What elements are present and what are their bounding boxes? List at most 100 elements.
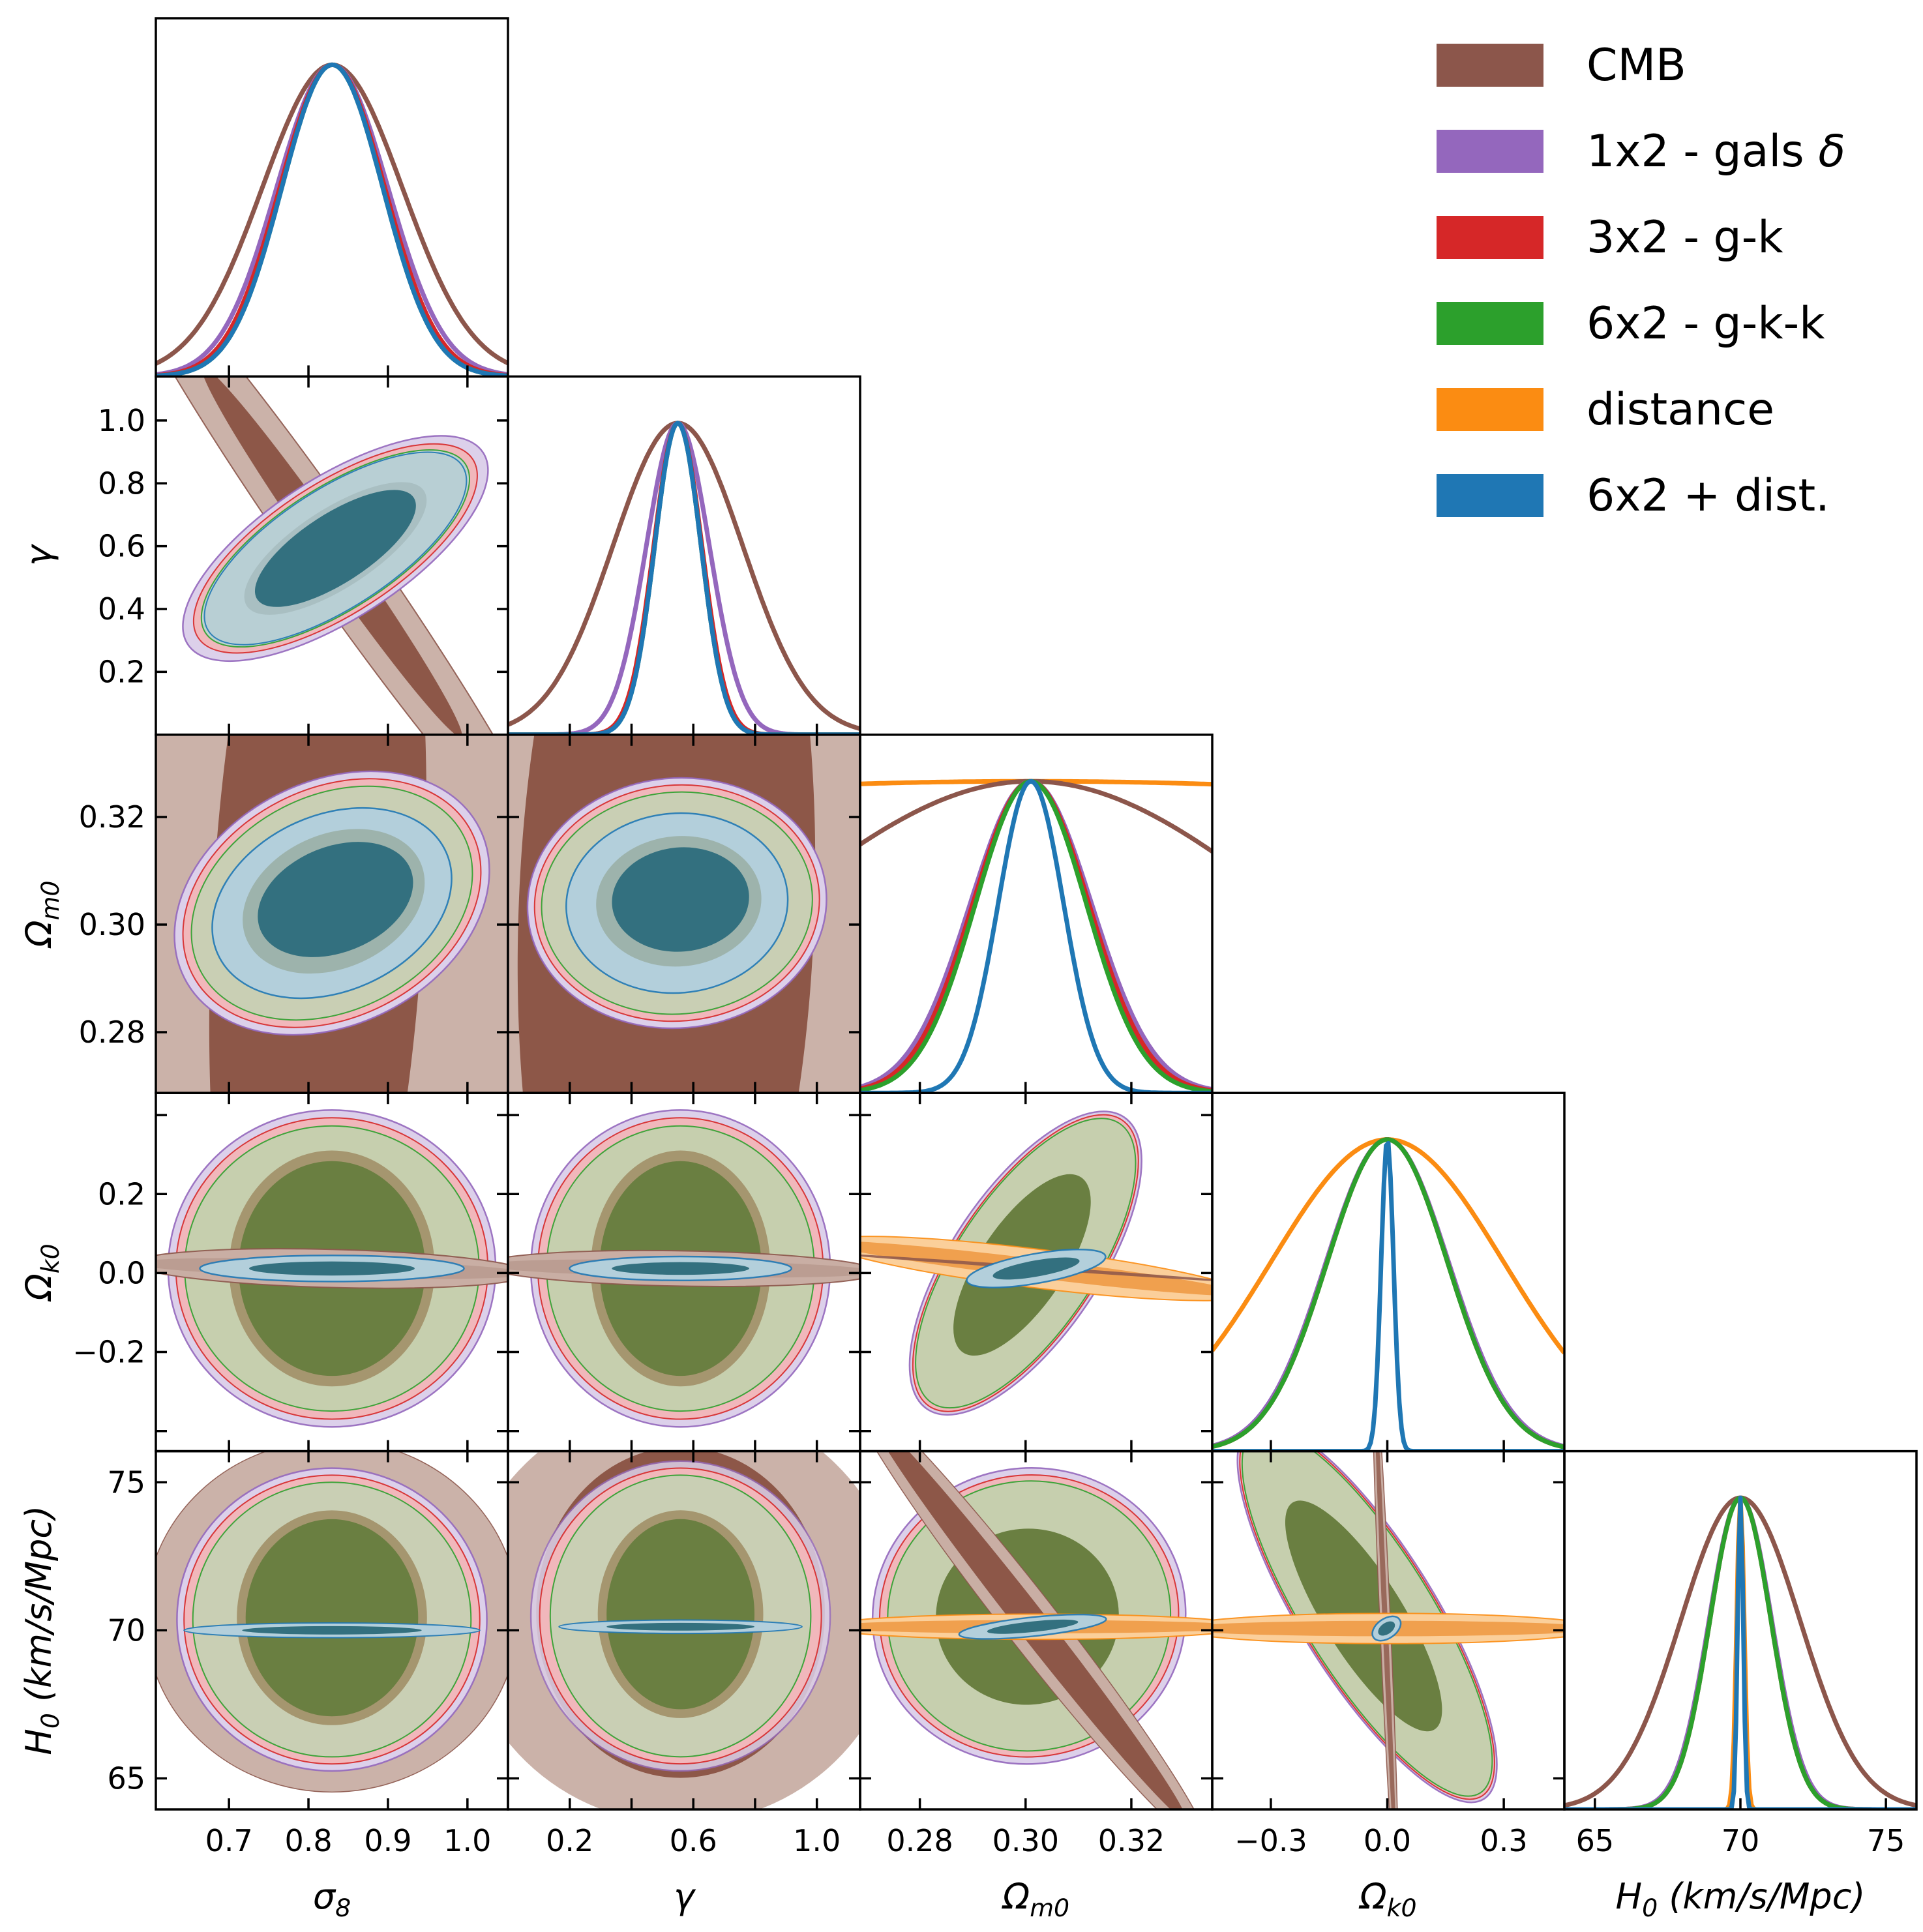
x-tick-label: 0.32 [1098, 1823, 1165, 1858]
6x2dist-density-curve [1213, 1140, 1564, 1451]
axis-title: Ωm0 [1002, 1876, 1069, 1922]
y-tick-label: 1.0 [98, 403, 145, 438]
6x2dist-contour-1sigma [606, 1622, 754, 1631]
panel-border [507, 375, 861, 736]
legend-item: CMB [1437, 40, 1686, 91]
6x2dist-contour-1sigma [258, 842, 413, 957]
6x2dist-contour-1sigma [612, 847, 749, 952]
panel-sigma8-hist [155, 17, 509, 378]
x-tick-label: 0.2 [546, 1823, 593, 1858]
panel-H0-vs-Ok0-content [1213, 1451, 1564, 1809]
6x2dist-density-curve [509, 421, 859, 734]
panel-Ok0-vs-gamma [507, 1092, 861, 1453]
6x2dist-density-curve [157, 62, 507, 376]
6x2dist-contour-1sigma [612, 1262, 749, 1275]
legend-label-cmb: CMB [1587, 40, 1686, 91]
y-tick-label: 0.2 [98, 1176, 145, 1211]
axis-title: γ [18, 543, 59, 566]
axis-title: Ωk0 [1358, 1876, 1416, 1922]
legend-swatch-cmb [1437, 44, 1543, 87]
panel-H0-vs-sigma8-content [157, 1451, 507, 1792]
x-tick-label: 1.0 [793, 1823, 841, 1858]
panel-gamma-vs-sigma8 [155, 375, 509, 736]
y-tick-label: 0.6 [98, 529, 145, 564]
panel-Ok0-vs-Om0-content [861, 1110, 1212, 1416]
6x2-density-curve [1213, 1137, 1564, 1449]
x-tick-label: 0.0 [1364, 1823, 1411, 1858]
x-tick-label: −0.3 [1234, 1823, 1307, 1858]
panel-Ok0-vs-gamma-content [509, 1109, 859, 1428]
panel-H0-vs-Ok0 [1211, 1449, 1566, 1811]
panel-Om0-vs-gamma [507, 734, 861, 1094]
y-tick-label: 0.0 [98, 1256, 145, 1291]
panel-Om0-vs-gamma-content [509, 735, 859, 1093]
panel-Om0-hist-content [861, 779, 1212, 1093]
panel-border [1563, 1449, 1918, 1811]
axis-title: H0 (km/s/Mpc) [18, 1506, 65, 1755]
axis-title: H0 (km/s/Mpc) [1616, 1876, 1866, 1922]
y-tick-label: 0.8 [98, 466, 145, 501]
y-tick-label: 0.28 [79, 1015, 145, 1050]
6x2-contour-1sigma [606, 1519, 754, 1710]
x-tick-label: 0.6 [670, 1823, 717, 1858]
axis-title: σ8 [313, 1876, 351, 1922]
panel-gamma-vs-sigma8-content [157, 377, 507, 734]
y-tick-label: 75 [107, 1464, 145, 1500]
y-tick-label: 0.30 [79, 907, 145, 942]
legend-label-6x2dist: 6x2 + dist. [1587, 470, 1830, 522]
6x2dist-contour-1sigma [1378, 1621, 1395, 1636]
y-tick-label: 0.32 [79, 799, 145, 835]
panel-H0-vs-sigma8 [155, 1449, 509, 1811]
6x2dist-density-curve [1565, 1495, 1916, 1809]
panel-Ok0-vs-sigma8 [155, 1092, 509, 1453]
panel-Ok0-hist [1211, 1092, 1566, 1453]
legend-item: 3x2 - g-k [1437, 212, 1783, 263]
x-tick-label: 0.9 [364, 1823, 411, 1858]
y-tick-label: 70 [107, 1612, 145, 1648]
axis-title: Ωm0 [18, 880, 65, 948]
panel-border [1211, 1092, 1566, 1453]
panel-border [859, 734, 1214, 1094]
legend-swatch-1x2 [1437, 130, 1543, 173]
legend-label-3x2: 3x2 - g-k [1587, 212, 1783, 263]
panel-Om0-vs-sigma8 [155, 734, 509, 1094]
legend-label-6x2: 6x2 - g-k-k [1587, 298, 1825, 349]
panel-H0-vs-Om0-content [861, 1451, 1212, 1809]
cmb-density-curve [509, 421, 859, 731]
panel-H0-vs-Om0 [859, 1449, 1214, 1811]
axis-labels: 0.7 0.8 0.9 1.0 σ8 0.2 0.6 1.0 γ 0.28 0.30 0.32 Ωm0 −… [18, 403, 1905, 1922]
panel-H0-hist-content [1565, 1495, 1916, 1809]
panel-H0-hist [1563, 1449, 1918, 1811]
legend-item: distance [1437, 384, 1774, 436]
x-tick-label: 0.30 [992, 1823, 1059, 1858]
legend: CMB 1x2 - gals δ 3x2 - g-k 6x2 - g-k-k dista… [1437, 40, 1845, 522]
x-tick-label: 1.0 [443, 1823, 491, 1858]
panel-Om0-hist [859, 734, 1214, 1094]
panel-H0-vs-gamma [507, 1449, 861, 1811]
x-tick-label: 75 [1867, 1823, 1905, 1858]
6x2-contour-1sigma [245, 1519, 419, 1717]
panel-H0-vs-gamma-content [509, 1451, 859, 1809]
axis-title: γ [674, 1876, 696, 1917]
x-tick-label: 65 [1576, 1823, 1615, 1858]
y-tick-label: 0.2 [98, 655, 145, 690]
legend-item: 1x2 - gals δ [1437, 126, 1845, 177]
panel-sigma8-hist-content [157, 62, 507, 376]
panel-border [155, 17, 509, 378]
panel-Ok0-vs-sigma8-content [157, 1109, 507, 1428]
legend-swatch-distance [1437, 388, 1543, 431]
panel-gamma-hist-content [509, 421, 859, 734]
6x2dist-contour-1sigma [992, 1257, 1080, 1280]
legend-swatch-3x2 [1437, 216, 1543, 259]
legend-label-1x2: 1x2 - gals δ [1587, 126, 1845, 177]
legend-swatch-6x2 [1437, 302, 1543, 345]
x-tick-label: 0.3 [1480, 1823, 1528, 1858]
y-tick-label: −0.2 [72, 1335, 145, 1370]
6x2dist-contour-1sigma [254, 490, 416, 607]
panel-Om0-vs-sigma8-content [157, 735, 507, 1093]
6x2dist-contour-1sigma [242, 1626, 422, 1635]
x-tick-label: 0.7 [205, 1823, 253, 1858]
panel-Ok0-hist-content [1213, 1137, 1564, 1451]
